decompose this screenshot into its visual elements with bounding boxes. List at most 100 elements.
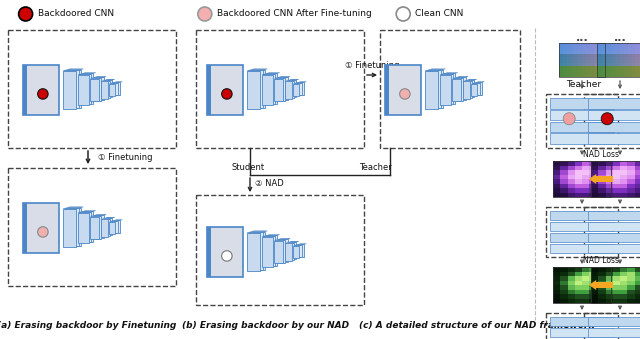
Bar — [593, 49, 597, 52]
Bar — [596, 285, 604, 290]
Bar — [605, 280, 612, 285]
Bar — [296, 245, 301, 257]
Bar — [65, 70, 79, 108]
Bar — [597, 49, 601, 52]
Bar — [604, 280, 611, 285]
Bar — [575, 280, 582, 285]
Bar — [566, 49, 570, 52]
Bar — [628, 52, 632, 54]
Bar — [612, 188, 620, 193]
Bar — [628, 57, 632, 60]
Bar — [584, 313, 640, 339]
Polygon shape — [589, 174, 596, 184]
Bar — [568, 276, 575, 280]
Bar — [591, 161, 598, 165]
Circle shape — [601, 113, 613, 125]
Bar — [639, 49, 640, 52]
Bar — [589, 272, 596, 276]
Bar — [639, 46, 640, 49]
Bar — [605, 276, 612, 280]
Bar — [578, 43, 582, 46]
Bar — [582, 179, 589, 183]
Bar — [627, 290, 634, 294]
Bar — [609, 54, 612, 57]
Bar — [575, 161, 582, 165]
Bar — [207, 227, 211, 277]
Bar — [612, 267, 620, 272]
Bar — [634, 170, 640, 175]
Bar — [624, 52, 628, 54]
Circle shape — [38, 89, 48, 99]
Bar — [628, 74, 632, 77]
Bar — [605, 60, 609, 63]
Bar — [605, 74, 609, 77]
Polygon shape — [465, 80, 474, 81]
Bar — [65, 208, 79, 246]
Bar — [597, 68, 601, 71]
Bar — [620, 280, 627, 285]
Bar — [598, 299, 605, 303]
Bar — [598, 165, 605, 170]
Bar — [568, 285, 575, 290]
Bar — [627, 276, 634, 280]
Bar — [620, 188, 627, 193]
Bar — [550, 317, 614, 326]
Bar — [596, 170, 604, 175]
Bar — [559, 54, 563, 57]
Bar — [586, 43, 589, 46]
Bar — [598, 188, 605, 193]
Bar — [632, 57, 636, 60]
Polygon shape — [264, 73, 277, 74]
Bar — [616, 52, 620, 54]
Bar — [582, 290, 589, 294]
Bar — [620, 165, 627, 170]
Bar — [632, 46, 636, 49]
Bar — [596, 276, 604, 280]
Bar — [624, 63, 628, 66]
Bar — [550, 328, 614, 337]
Bar — [559, 43, 563, 46]
Bar — [627, 267, 634, 272]
Bar — [112, 83, 118, 96]
Bar — [574, 43, 578, 46]
Bar — [609, 49, 612, 52]
Bar — [83, 212, 93, 242]
Bar — [207, 65, 211, 115]
Bar — [287, 243, 294, 260]
Bar — [605, 294, 612, 299]
Bar — [570, 63, 574, 66]
Bar — [553, 170, 560, 175]
Bar — [620, 46, 624, 49]
Bar — [598, 272, 605, 276]
Bar — [81, 212, 91, 242]
Text: Clean CNN: Clean CNN — [415, 9, 463, 19]
Polygon shape — [112, 220, 120, 221]
Bar — [553, 294, 560, 299]
Bar — [634, 299, 640, 303]
Bar — [298, 82, 304, 95]
Bar — [589, 175, 596, 179]
Bar — [560, 272, 568, 276]
Text: (c) A detailed structure of our NAD framework: (c) A detailed structure of our NAD fram… — [359, 321, 595, 330]
Bar — [252, 69, 265, 107]
Bar — [575, 267, 582, 272]
Bar — [589, 66, 593, 68]
Bar — [550, 211, 614, 220]
Polygon shape — [109, 83, 118, 84]
Bar — [634, 188, 640, 193]
Bar — [582, 57, 586, 60]
Bar — [550, 98, 614, 108]
Text: ...: ... — [575, 33, 588, 43]
Bar — [612, 294, 620, 299]
Bar — [296, 83, 301, 96]
Bar — [624, 68, 628, 71]
Bar — [616, 63, 620, 66]
Bar — [90, 217, 99, 239]
Bar — [586, 63, 589, 66]
Bar — [586, 57, 589, 60]
Bar — [559, 66, 563, 68]
Bar — [598, 294, 605, 299]
Bar — [588, 211, 640, 220]
Bar — [593, 71, 597, 74]
Bar — [591, 183, 598, 188]
